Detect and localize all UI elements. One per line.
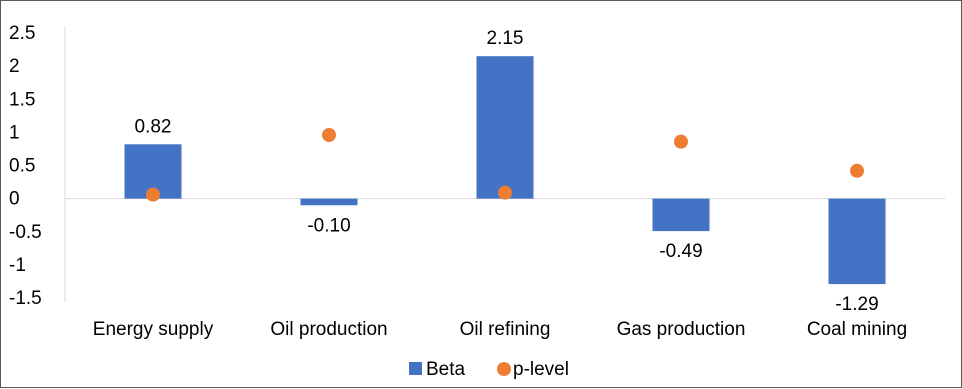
category-label: Oil production — [270, 319, 387, 340]
p-level-point — [674, 134, 688, 149]
legend-p-level-label: p-level — [513, 359, 569, 380]
beta-data-label: -0.49 — [659, 241, 702, 262]
p-level-point — [850, 163, 864, 178]
beta-bars — [124, 56, 886, 285]
category-label: Coal mining — [807, 319, 907, 340]
p-level-point — [498, 185, 512, 200]
beta-bar — [476, 56, 534, 199]
category-labels: Energy supply Oil production Oil refining G… — [93, 319, 907, 340]
legend-beta-label: Beta — [426, 359, 466, 380]
beta-data-label: 2.15 — [487, 28, 524, 49]
beta-bar — [300, 198, 358, 206]
p-level-point — [146, 187, 160, 202]
y-axis-ticks: 2.5 2 1.5 1 0.5 0 -0.5 -1 -1.5 — [9, 23, 42, 309]
y-tick-label: 0 — [9, 189, 20, 210]
beta-data-label: -0.10 — [307, 215, 350, 236]
y-tick-label: -1 — [9, 255, 26, 276]
y-tick-label: 1 — [9, 122, 20, 143]
p-level-point — [322, 128, 336, 143]
beta-bar — [652, 198, 710, 232]
y-tick-label: -1.5 — [9, 288, 42, 309]
category-label: Gas production — [617, 319, 746, 340]
beta-data-label: -1.29 — [835, 294, 878, 315]
y-tick-label: 2 — [9, 56, 20, 77]
category-label: Oil refining — [460, 319, 551, 340]
legend-p-level-swatch — [497, 362, 511, 376]
legend: Beta p-level — [409, 359, 569, 380]
y-tick-label: -0.5 — [9, 222, 42, 243]
category-label: Energy supply — [93, 319, 214, 340]
legend-beta-swatch — [409, 362, 422, 375]
y-tick-label: 2.5 — [9, 23, 35, 44]
y-tick-label: 0.5 — [9, 156, 35, 177]
beta-data-labels: 0.82 -0.10 2.15 -0.49 -1.29 — [135, 28, 879, 315]
y-tick-label: 1.5 — [9, 89, 35, 110]
beta-bar — [828, 198, 886, 285]
beta-data-label: 0.82 — [135, 116, 172, 137]
p-level-points — [146, 128, 864, 202]
